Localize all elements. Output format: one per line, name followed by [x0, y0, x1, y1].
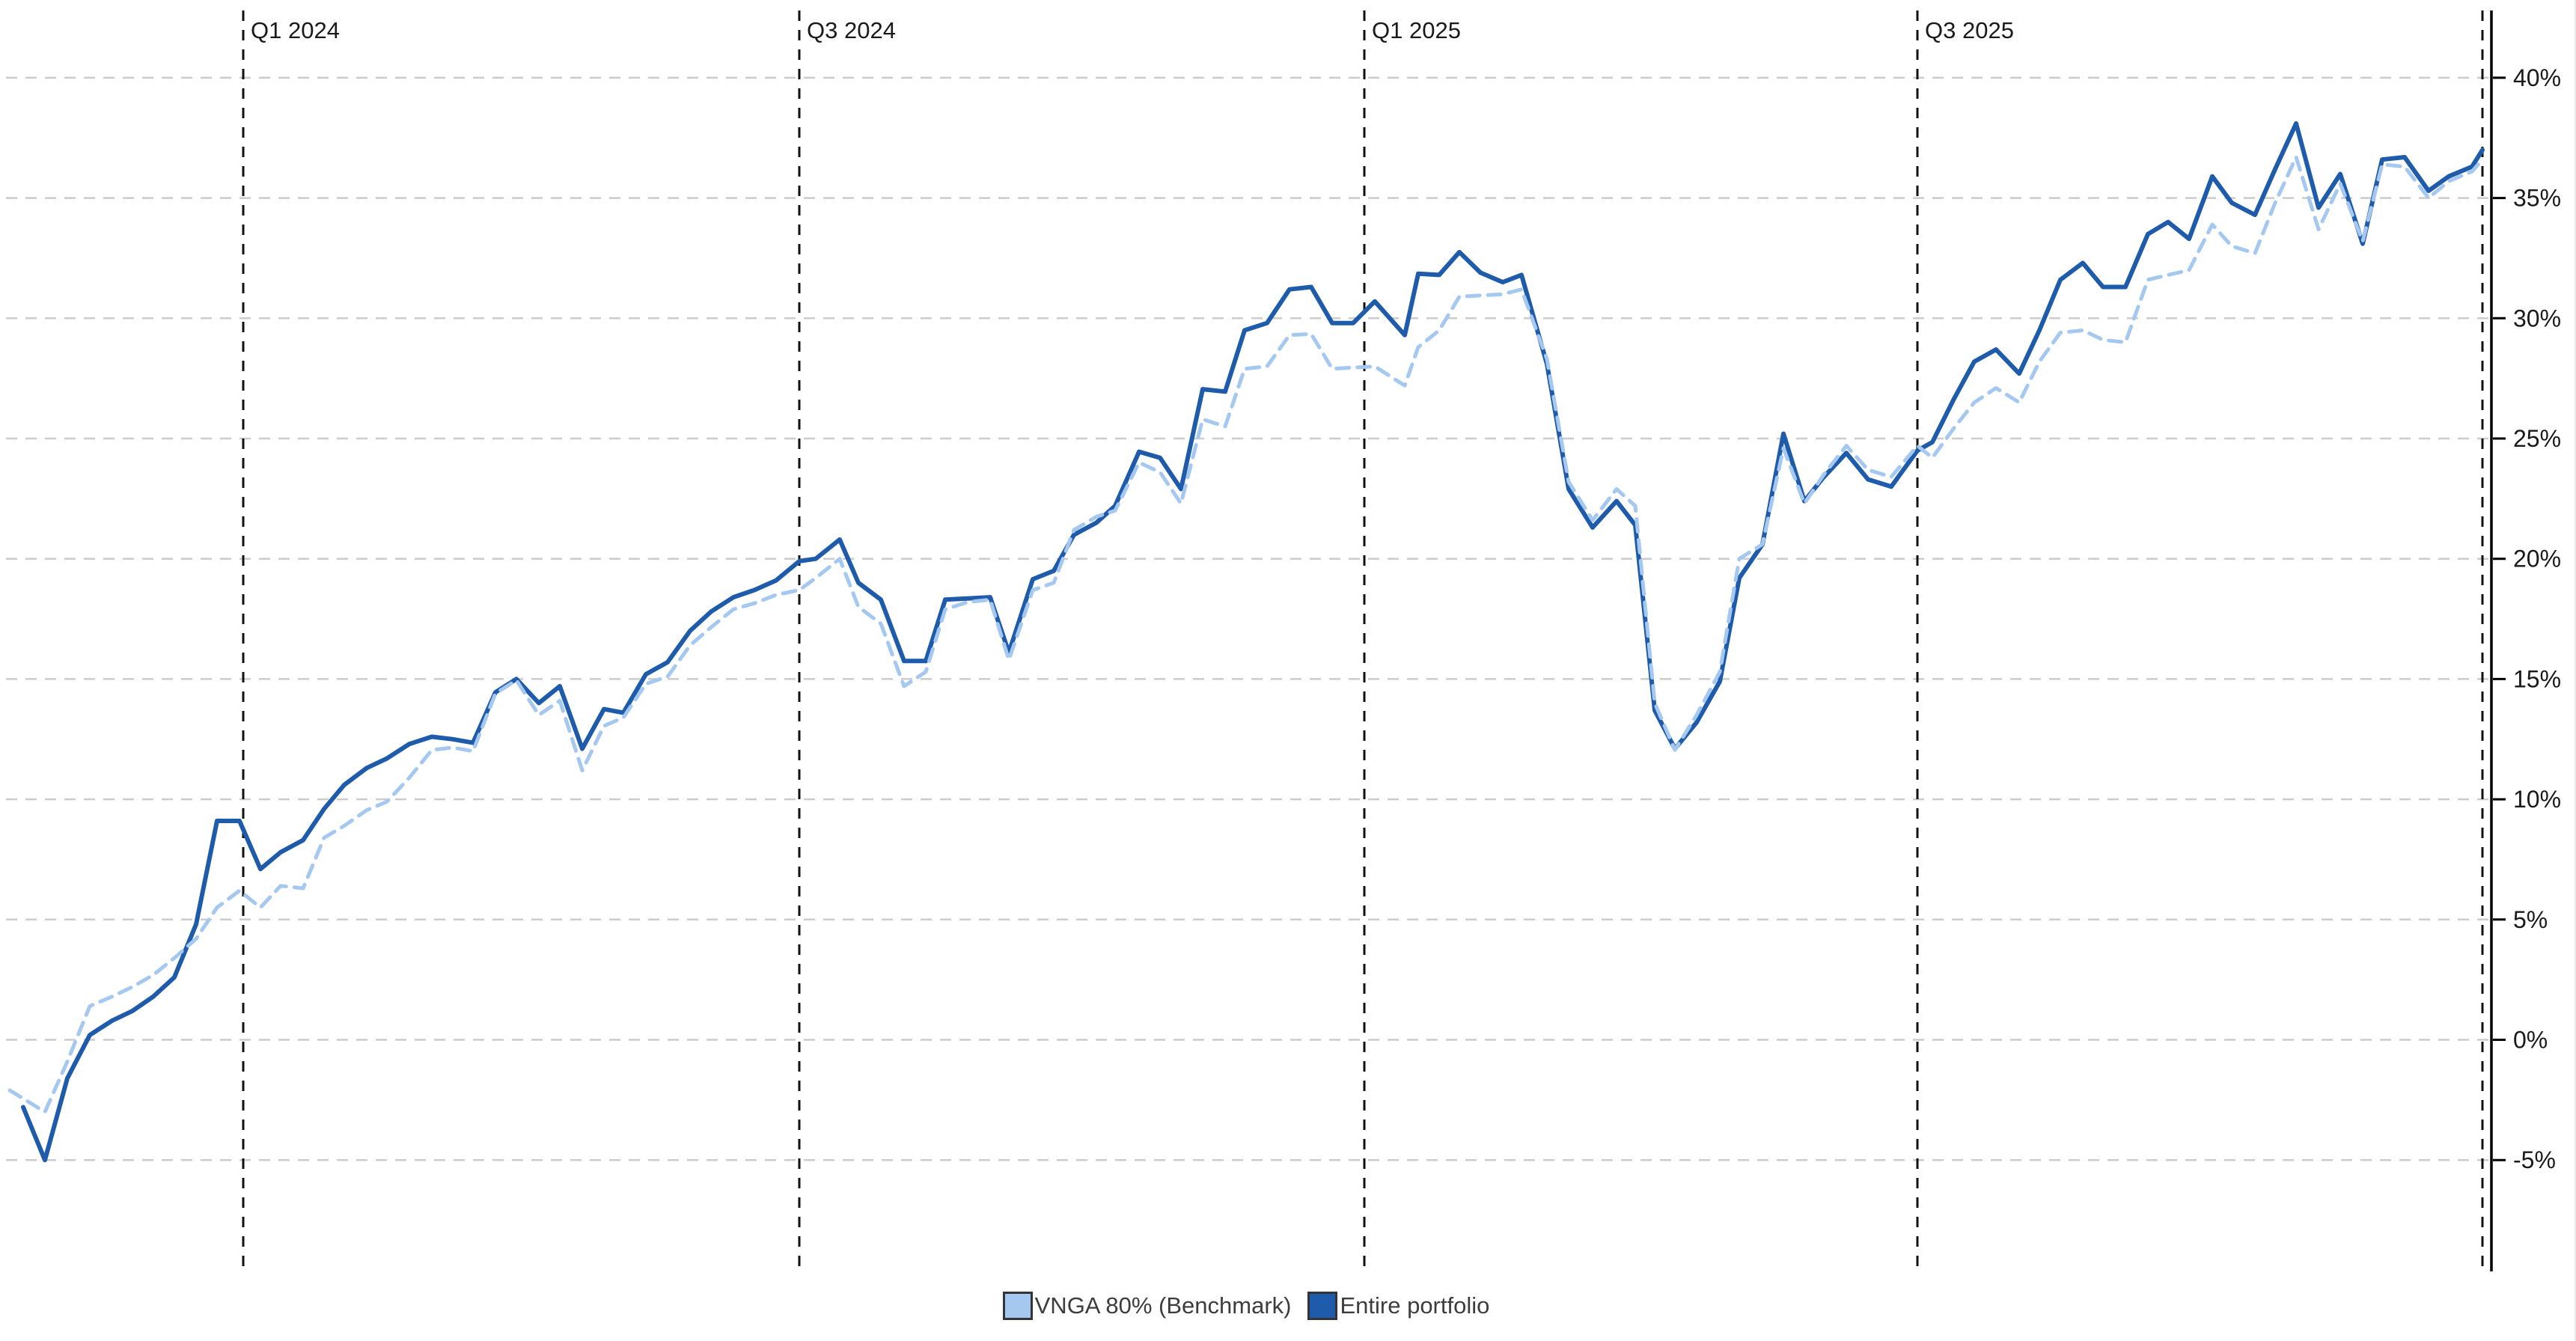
y-tick-label: 5%	[2513, 906, 2548, 933]
x-axis-label: Q3 2024	[807, 17, 896, 43]
legend-item-portfolio[interactable]: Entire portfolio	[1307, 1292, 1489, 1320]
y-tick-label: 10%	[2513, 786, 2561, 813]
legend-label: VNGA 80% (Benchmark)	[1034, 1292, 1292, 1319]
y-tick-label: 25%	[2513, 425, 2561, 452]
y-tick-label: 40%	[2513, 64, 2561, 91]
y-tick-label: 30%	[2513, 305, 2561, 332]
legend-item-benchmark[interactable]: VNGA 80% (Benchmark)	[1002, 1292, 1292, 1320]
y-tick-label: 35%	[2513, 185, 2561, 212]
y-tick-label: -5%	[2513, 1146, 2556, 1173]
x-axis-label: Q3 2025	[1925, 17, 2014, 43]
portfolio-line	[21, 121, 2485, 1163]
legend-label: Entire portfolio	[1340, 1292, 1490, 1319]
y-tick-label: 15%	[2513, 665, 2561, 692]
x-axis-label: Q1 2025	[1372, 17, 1461, 43]
benchmark-line	[7, 155, 2485, 1114]
chart-legend: VNGA 80% (Benchmark) Entire portfolio	[0, 1292, 2492, 1320]
y-tick-label: 0%	[2513, 1027, 2548, 1054]
y-tick-label: 20%	[2513, 546, 2561, 572]
legend-swatch-icon	[1307, 1292, 1338, 1320]
x-axis-label: Q1 2024	[251, 17, 340, 43]
legend-swatch-icon	[1002, 1292, 1033, 1320]
